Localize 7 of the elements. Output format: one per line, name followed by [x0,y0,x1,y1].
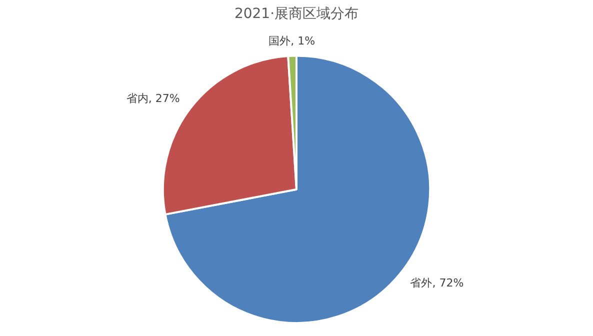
slice-label: 国外 [268,34,291,48]
slice-label: 省内 [126,92,148,105]
data-label: , 1% [290,34,316,48]
data-label: , 27% [148,92,180,105]
data-label: , 72% [432,276,464,290]
slice-label: 省外 [410,276,432,290]
chart-title: 2021·展商区域分布 [234,6,359,22]
